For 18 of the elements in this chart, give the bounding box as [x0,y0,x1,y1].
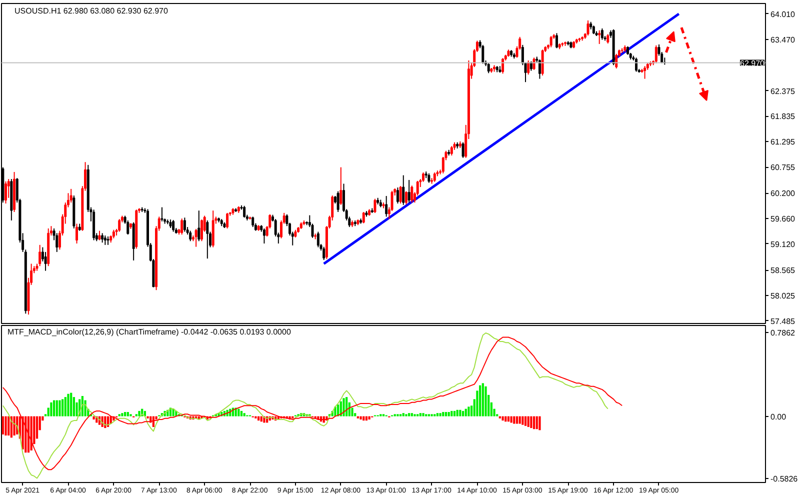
y-tick-label: 0.7862 [770,328,796,338]
chart-title: MTF_MACD_inColor(12,26,9) (ChartTimeframe) -0.0442 -0.0635 0.0193 0.0000 [8,328,292,336]
y-tick-label: 57.485 [770,316,796,326]
y-tick-label: 59.120 [770,240,796,249]
y-tick-label: 58.565 [770,266,796,276]
y-tick-label: 64.010 [770,10,796,19]
ref-line-label: 62.970 [740,58,766,68]
y-tick-label: -0.5826 [770,474,798,484]
y-tick-label: 61.295 [770,138,796,147]
chart-title: USOUSD.H1 62.980 63.080 62.930 62.970 [14,6,168,16]
y-tick-label: 60.755 [770,163,796,172]
y-tick-label: 58.025 [770,292,796,300]
y-tick-label: 62.375 [770,86,796,96]
y-tick-label: 0.00 [770,412,787,422]
y-tick-label: 61.835 [770,112,796,122]
y-tick-label: 59.660 [770,214,796,224]
y-tick-label: 60.200 [770,189,796,198]
y-tick-label: 63.470 [770,35,796,44]
